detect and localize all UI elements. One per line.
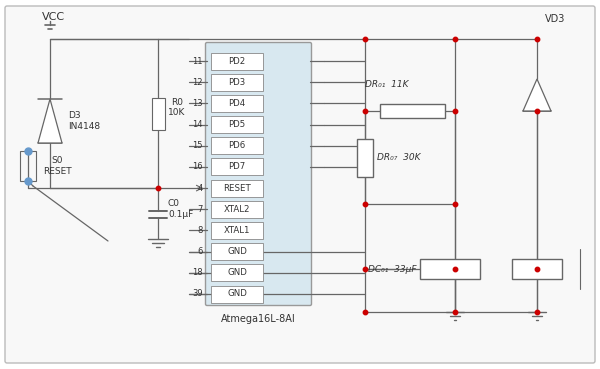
Text: 12: 12 — [193, 78, 203, 87]
Text: DC₀₁  33μF: DC₀₁ 33μF — [368, 265, 416, 273]
Bar — [211, 52, 263, 69]
Bar — [211, 158, 263, 175]
Text: 18: 18 — [193, 268, 203, 277]
Bar — [211, 95, 263, 112]
Text: 8: 8 — [197, 226, 203, 235]
Bar — [211, 222, 263, 239]
FancyBboxPatch shape — [5, 6, 595, 363]
Text: 39: 39 — [193, 290, 203, 299]
Text: S0
RESET: S0 RESET — [43, 156, 71, 176]
Bar — [357, 138, 373, 176]
Text: PD7: PD7 — [229, 162, 245, 172]
Text: D3
IN4148: D3 IN4148 — [68, 111, 100, 131]
Bar — [151, 97, 164, 130]
Text: 6: 6 — [197, 247, 203, 256]
Text: GND: GND — [227, 290, 247, 299]
Text: R0
10K: R0 10K — [168, 98, 185, 117]
Text: PD5: PD5 — [229, 120, 245, 129]
Text: XTAL2: XTAL2 — [224, 205, 250, 214]
Text: PD6: PD6 — [229, 141, 245, 150]
Bar — [211, 74, 263, 91]
Text: DR₀₇  30K: DR₀₇ 30K — [377, 153, 421, 162]
Polygon shape — [38, 99, 62, 143]
Text: 11: 11 — [193, 56, 203, 66]
Text: GND: GND — [227, 247, 247, 256]
Text: 14: 14 — [193, 120, 203, 129]
Bar — [211, 201, 263, 218]
Text: PD2: PD2 — [229, 56, 245, 66]
Text: 15: 15 — [193, 141, 203, 150]
Bar — [211, 243, 263, 260]
Text: 4: 4 — [198, 184, 203, 193]
Text: RESET: RESET — [223, 184, 251, 193]
Bar — [211, 286, 263, 303]
Text: GND: GND — [227, 268, 247, 277]
Polygon shape — [523, 79, 551, 111]
Bar — [512, 259, 562, 279]
Text: VD3: VD3 — [545, 14, 565, 24]
Text: PD3: PD3 — [229, 78, 245, 87]
Text: 16: 16 — [193, 162, 203, 172]
Text: VCC: VCC — [42, 12, 65, 22]
Text: PD4: PD4 — [229, 99, 245, 108]
FancyBboxPatch shape — [205, 42, 311, 306]
Text: XTAL1: XTAL1 — [224, 226, 250, 235]
Bar — [380, 104, 445, 118]
Bar — [211, 264, 263, 281]
Bar — [211, 137, 263, 154]
Text: 7: 7 — [197, 205, 203, 214]
Text: DR₀₁  11K: DR₀₁ 11K — [365, 80, 409, 89]
Bar — [20, 151, 36, 181]
Bar — [211, 180, 263, 197]
Text: Atmega16L-8AI: Atmega16L-8AI — [221, 314, 296, 324]
Text: 13: 13 — [193, 99, 203, 108]
Text: C0
0.1μF: C0 0.1μF — [168, 199, 193, 219]
Bar — [211, 116, 263, 133]
Bar — [420, 259, 480, 279]
